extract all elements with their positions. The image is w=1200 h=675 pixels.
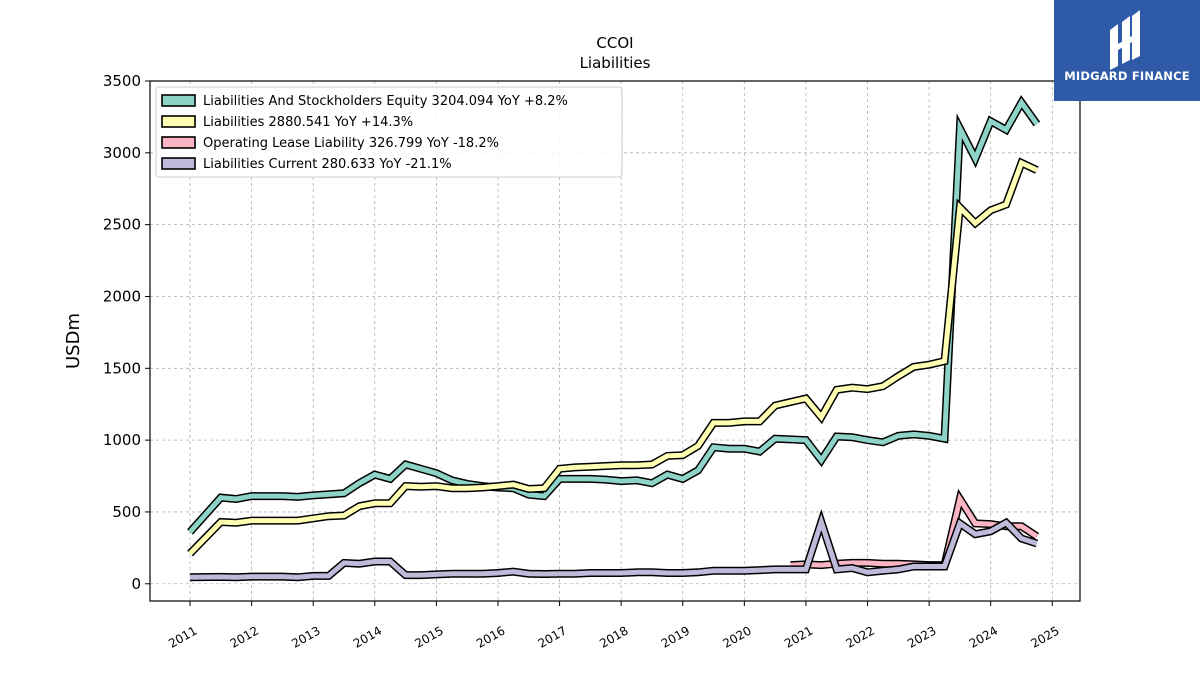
y-tick-label: 1000 [103, 431, 141, 449]
legend-swatch [161, 94, 196, 107]
x-tick-label: 2011 [166, 623, 199, 650]
y-axis-ticks: 0 500 1000 1500 2000 2500 3000 3500 [103, 72, 150, 593]
brand-name: MIDGARD FINANCE [1064, 69, 1190, 83]
plot-frame [149, 80, 1081, 602]
x-tick-label: 2025 [1028, 623, 1061, 650]
legend-label: Operating Lease Liability 326.799 YoY -1… [203, 136, 499, 151]
x-tick-label: 2020 [720, 623, 753, 650]
x-tick-label: 2012 [228, 623, 261, 650]
chart-subtitle: Liabilities [580, 54, 651, 72]
midgard-h-icon [1110, 10, 1140, 70]
legend-label: Liabilities Current 280.633 YoY -21.1% [203, 157, 452, 172]
y-tick-label: 500 [112, 503, 141, 521]
legend-swatch [161, 157, 196, 170]
legend-swatch [161, 136, 196, 149]
brand-logo: MIDGARD FINANCE [1054, 0, 1200, 101]
x-tick-label: 2014 [351, 623, 384, 650]
x-tick-label: 2017 [536, 623, 569, 650]
x-tick-label: 2015 [412, 623, 445, 650]
series-lines [187, 95, 1041, 582]
series-line-3 [189, 513, 1038, 580]
chart-title: CCOI [596, 34, 633, 52]
legend: Liabilities And Stockholders Equity 3204… [155, 86, 623, 178]
y-tick-label: 1500 [103, 359, 141, 377]
x-tick-label: 2022 [844, 623, 877, 650]
y-tick-label: 2500 [103, 216, 141, 234]
y-tick-label: 3500 [103, 72, 141, 90]
x-tick-label: 2019 [659, 623, 692, 650]
legend-label: Liabilities 2880.541 YoY +14.3% [203, 115, 413, 130]
x-tick-label: 2024 [967, 623, 1000, 650]
x-tick-label: 2013 [289, 623, 322, 650]
series-line-1 [188, 159, 1038, 556]
x-tick-label: 2016 [474, 623, 507, 650]
x-tick-label: 2018 [597, 623, 630, 650]
y-tick-label: 0 [131, 575, 141, 593]
legend-label: Liabilities And Stockholders Equity 3204… [203, 94, 568, 109]
x-axis-ticks: 2011 2012 2013 2014 2015 2016 2017 2018 2019 2020… [166, 601, 1062, 651]
x-tick-label: 2023 [905, 623, 938, 650]
x-tick-label: 2021 [782, 623, 815, 650]
legend-swatch [161, 115, 196, 128]
series-line-0 [188, 97, 1039, 534]
y-axis-label: USDm [63, 313, 84, 369]
y-tick-label: 3000 [103, 144, 141, 162]
legend-box [155, 86, 623, 178]
y-tick-label: 2000 [103, 287, 141, 305]
